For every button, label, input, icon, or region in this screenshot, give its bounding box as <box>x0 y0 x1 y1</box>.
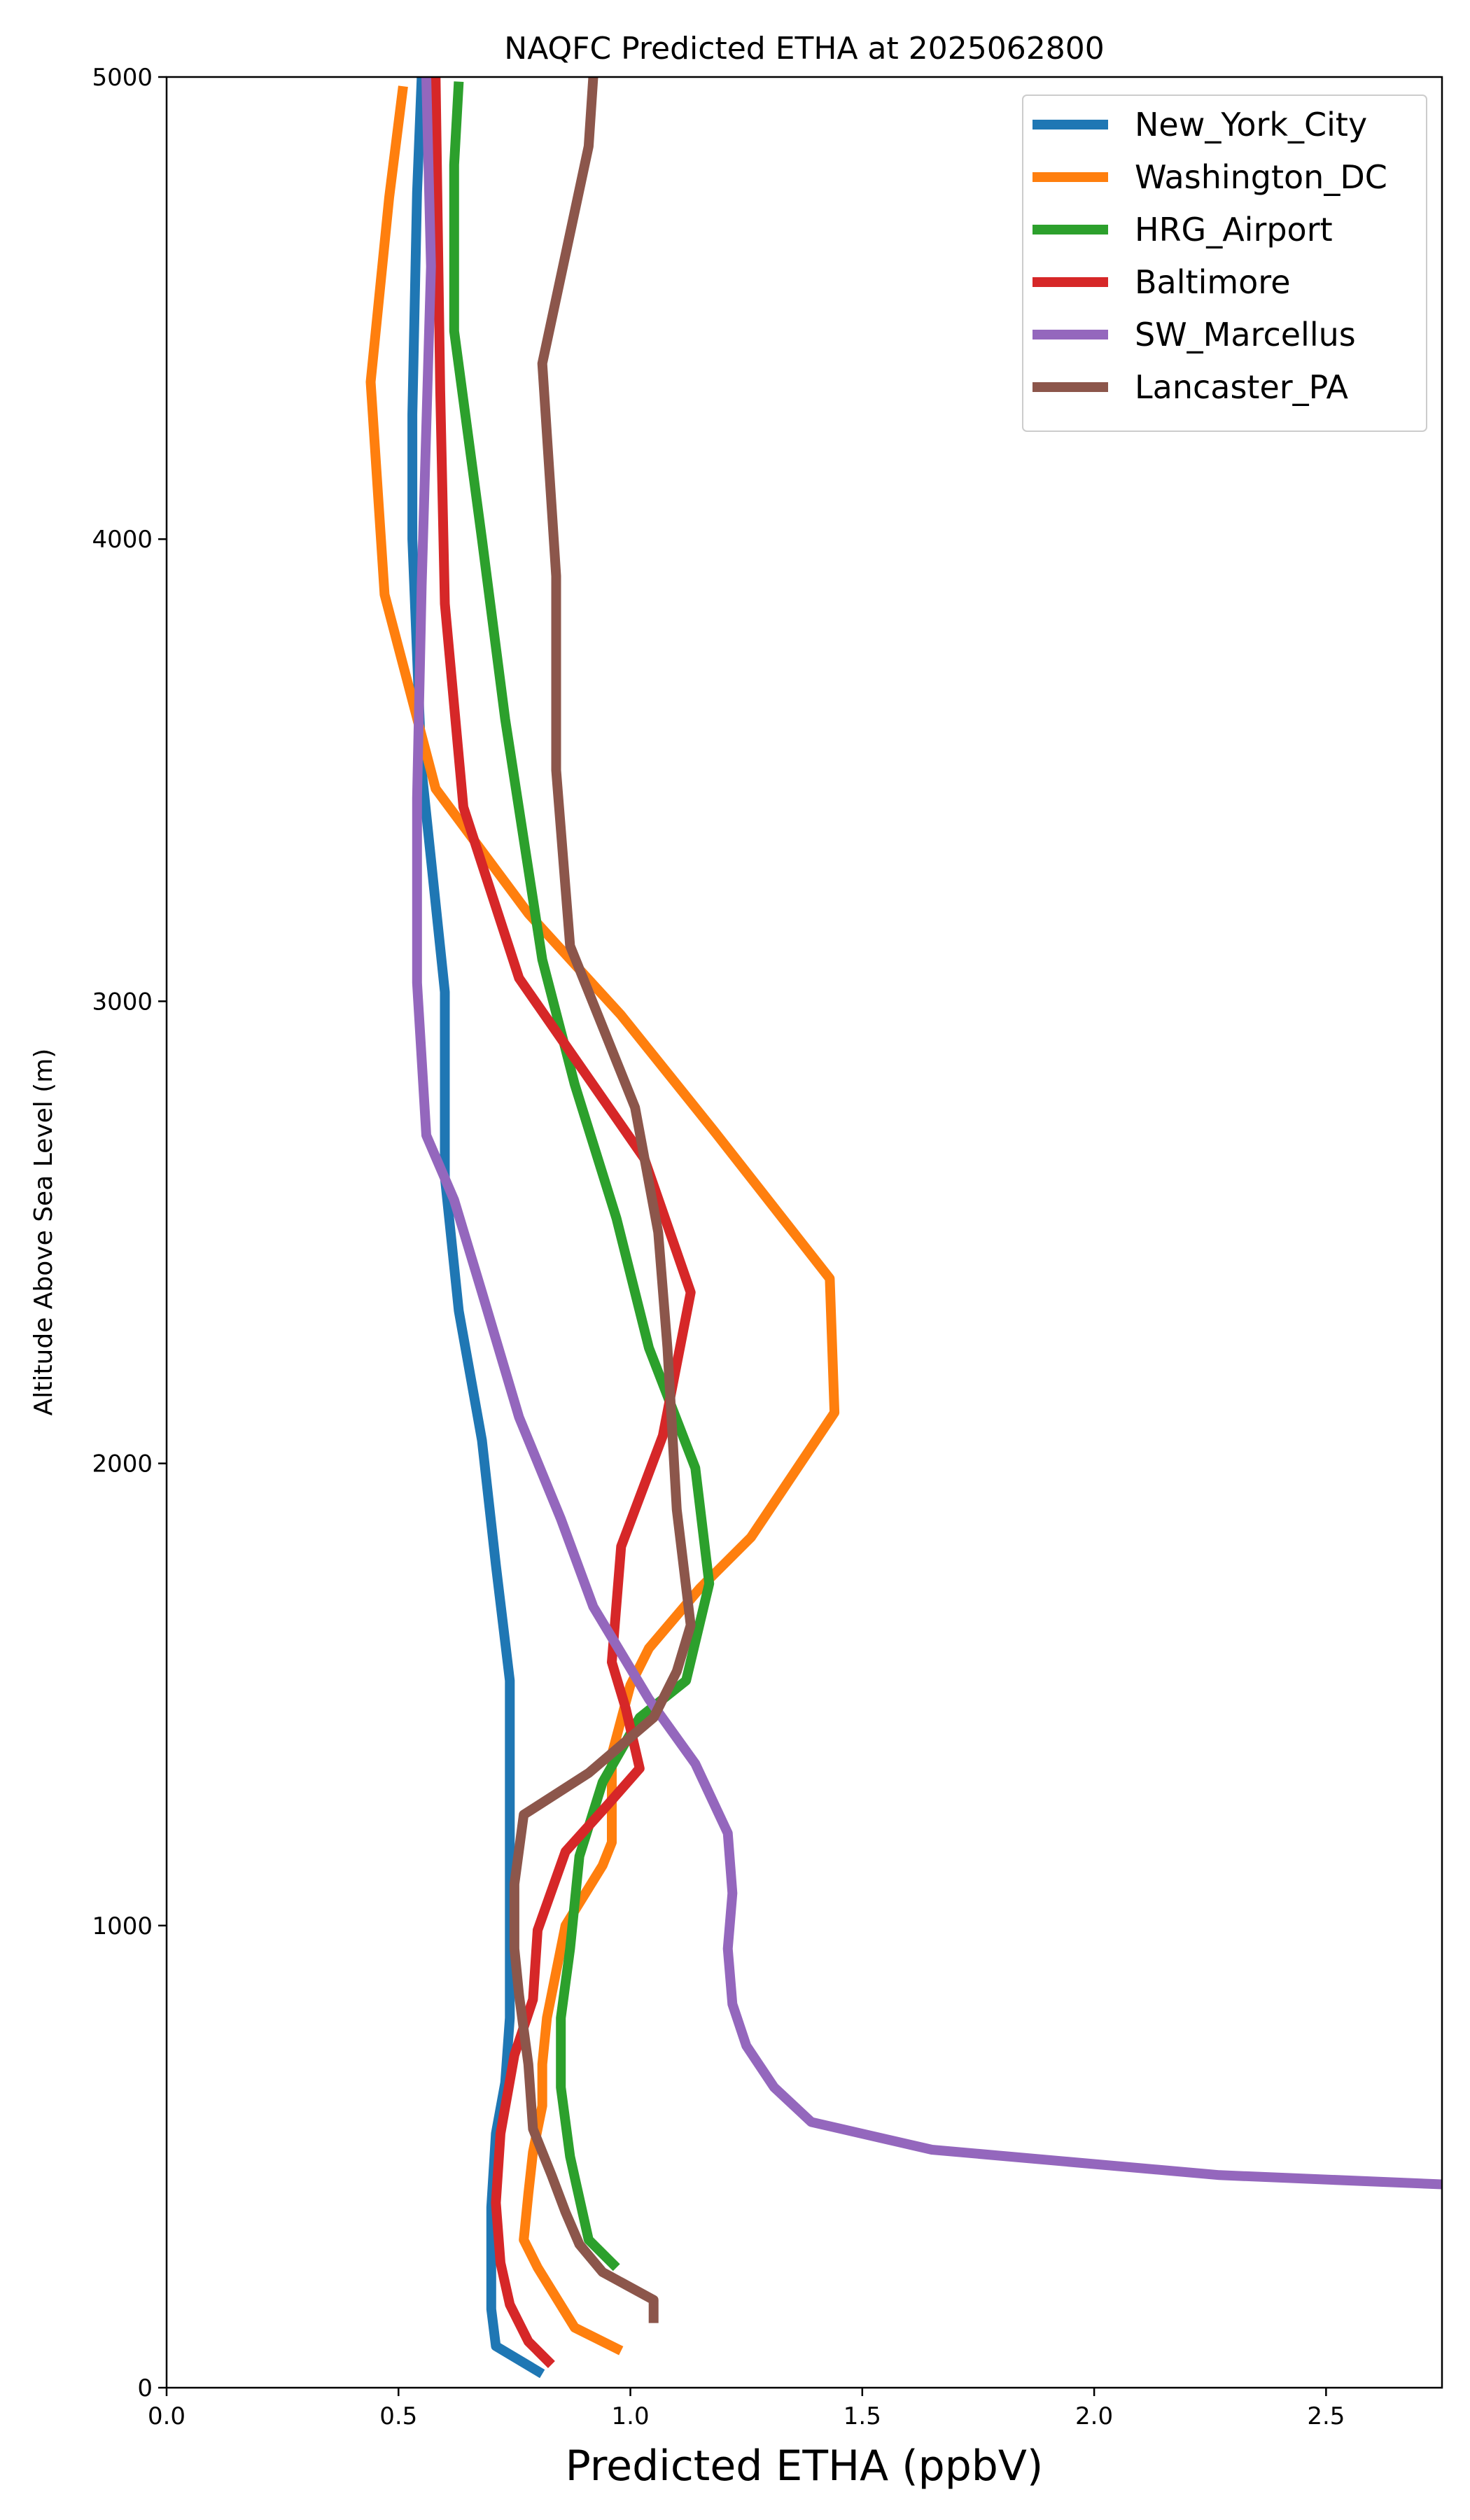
y-tick-label: 5000 <box>92 64 153 92</box>
x-tick-label: 1.5 <box>844 2402 881 2430</box>
legend-label-new-york-city: New_York_City <box>1135 106 1367 144</box>
x-axis: 0.0 0.5 1.0 1.5 2.0 2.5 <box>148 2388 1345 2430</box>
x-tick-label: 1.0 <box>612 2402 650 2430</box>
x-tick-label: 2.5 <box>1307 2402 1345 2430</box>
y-tick-label: 2000 <box>92 1450 153 1478</box>
y-tick-label: 4000 <box>92 526 153 554</box>
legend-label-sw-marcellus: SW_Marcellus <box>1135 316 1356 354</box>
y-axis-label: Altitude Above Sea Level (m) <box>29 1049 58 1416</box>
series-line-sw-marcellus <box>412 77 1442 2190</box>
y-tick-label: 0 <box>137 2374 153 2402</box>
legend-label-hrg-airport: HRG_Airport <box>1135 211 1333 248</box>
legend-label-washington-dc: Washington_DC <box>1135 158 1387 196</box>
series-layer <box>365 77 1442 2379</box>
legend-box <box>1022 94 1427 432</box>
y-tick-label: 3000 <box>92 988 153 1016</box>
x-tick-label: 0.5 <box>379 2402 417 2430</box>
series-line-lancaster-pa <box>509 77 696 2323</box>
series-line-hrg-airport <box>449 81 715 2272</box>
legend: New_York_City Washington_DC HRG_Airport Bal… <box>1022 94 1427 432</box>
y-axis: 0 1000 2000 3000 4000 5000 <box>92 64 167 2402</box>
y-tick-label: 1000 <box>92 1912 153 1940</box>
legend-label-lancaster-pa: Lancaster_PA <box>1135 368 1348 406</box>
legend-label-baltimore: Baltimore <box>1135 263 1291 301</box>
plot-frame <box>165 76 1443 2389</box>
series-line-baltimore <box>430 77 696 2368</box>
x-tick-label: 0.0 <box>148 2402 186 2430</box>
chart-title: NAQFC Predicted ETHA at 2025062800 <box>504 31 1104 66</box>
x-tick-label: 2.0 <box>1075 2402 1113 2430</box>
x-axis-label: Predicted ETHA (ppbV) <box>566 2442 1044 2491</box>
